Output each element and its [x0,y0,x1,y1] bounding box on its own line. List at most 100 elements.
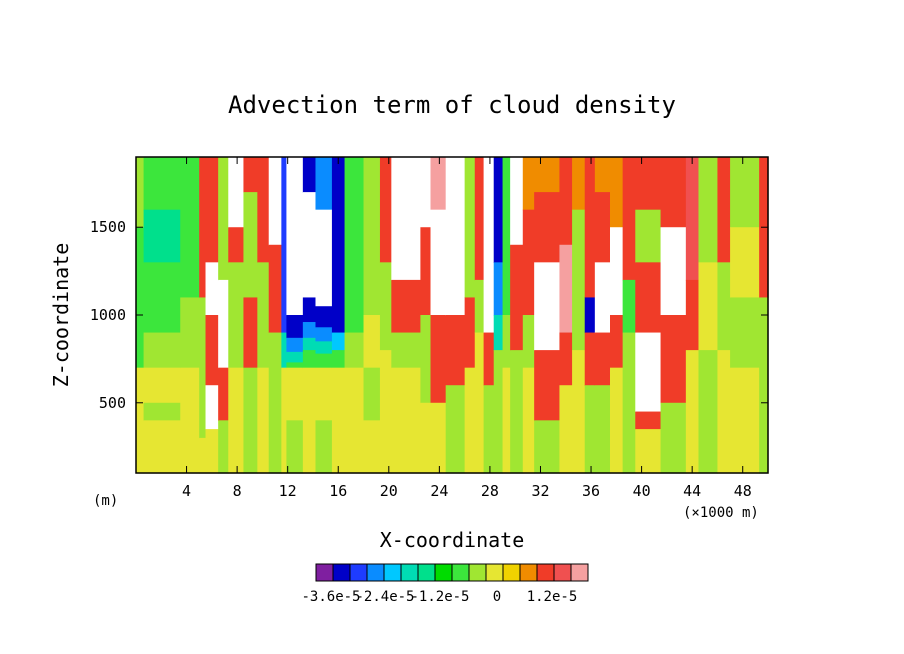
contour-cell [534,420,561,474]
contour-cell [286,157,304,316]
contour-cell [228,367,245,474]
contour-cell [483,157,495,334]
contour-cell [218,157,229,281]
contour-cell [302,337,317,351]
contour-cell [180,297,200,369]
contour-cell [594,192,611,263]
contour-cell [315,353,333,369]
contour-cell [344,367,365,474]
colorbar-swatch [315,563,334,582]
contour-cell [199,437,207,474]
contour-cell [685,157,700,281]
contour-cell [445,157,466,316]
contour-cell [331,157,346,334]
x-tick-label: 44 [683,482,701,500]
contour-cell [474,332,485,474]
contour-cell [685,350,700,474]
contour-cell [302,350,317,369]
contour-cell [205,429,219,474]
contour-cell [717,350,731,474]
x-tick-label: 12 [279,482,297,500]
contour-cell [445,315,466,386]
x-tick-label: 16 [329,482,347,500]
contour-cell [143,420,181,474]
contour-cell [698,350,719,474]
contour-cell [243,367,258,474]
contour-cell [136,367,145,474]
contour-cell [286,362,304,369]
contour-cell [331,367,346,474]
x-unit-left: (m) [93,493,118,509]
contour-cell [660,227,687,316]
contour-cell [445,385,466,474]
contour-cell [534,192,561,263]
contour-cell [281,367,288,474]
contour-cell [572,157,586,211]
contour-cell [257,367,270,474]
contour-cell [717,157,731,263]
contour-cell [493,262,504,316]
contour-cell [315,306,333,328]
contour-cell [143,157,181,211]
contour-cell [430,209,447,316]
contour-cell [302,192,317,299]
contour-cell [143,209,181,263]
contour-cell [660,157,687,228]
contour-cell [464,367,476,474]
contour-cell [286,367,304,421]
x-axis: 4 8 12 16 20 24 28 32 36 40 44 48 [182,157,752,500]
contour-cell [660,315,687,404]
contour-cell [635,411,662,430]
contour-cell [218,420,229,474]
contour-cell [493,315,504,351]
contour-cell [759,297,769,474]
contour-cell [331,332,346,351]
contour-cell [315,209,333,307]
contour-cell [584,332,596,386]
contour-cell [243,192,258,299]
contour-cell [228,227,245,263]
x-tick-label: 20 [380,482,398,500]
contour-cell [559,385,573,474]
contour-cell [205,262,219,316]
contour-cell [502,157,511,316]
contour-cell [315,420,333,474]
contour-cell [136,157,145,228]
contour-cell [281,157,288,334]
contour-cell [510,244,524,351]
contour-cell [363,367,381,421]
contour-cell [610,367,624,474]
contour-cell [420,402,432,474]
contour-cell [635,209,662,263]
contour-cell [635,262,662,334]
contour-cell [205,157,219,263]
contour-cell [622,332,636,474]
contour-cell [363,420,381,474]
contour-cell [302,322,317,339]
contour-cell [243,297,258,369]
contour-cell [205,385,219,430]
contour-cell [584,297,596,334]
contour-cell [730,227,760,299]
colorbar-swatch [417,563,436,582]
x-tick-label: 28 [481,482,499,500]
colorbar-swatch [553,563,572,582]
colorbar-swatch [536,563,555,582]
contour-cell [534,157,561,193]
colorbar-label: -1.2e-5 [410,589,469,605]
contour-cell [594,157,611,193]
contour-cell [286,315,304,339]
contour-cell [730,297,760,369]
contour-cell [572,350,586,474]
contour-cell [218,367,229,421]
contour-cell [420,157,432,228]
contour-cell [143,332,181,369]
contour-cell [257,262,270,369]
contour-cell [610,315,624,369]
contour-cell [228,262,245,369]
colorbar-label: 0 [493,589,501,605]
contour-cell [286,337,304,353]
contour-cell [730,157,760,228]
contour-cell [730,367,760,474]
